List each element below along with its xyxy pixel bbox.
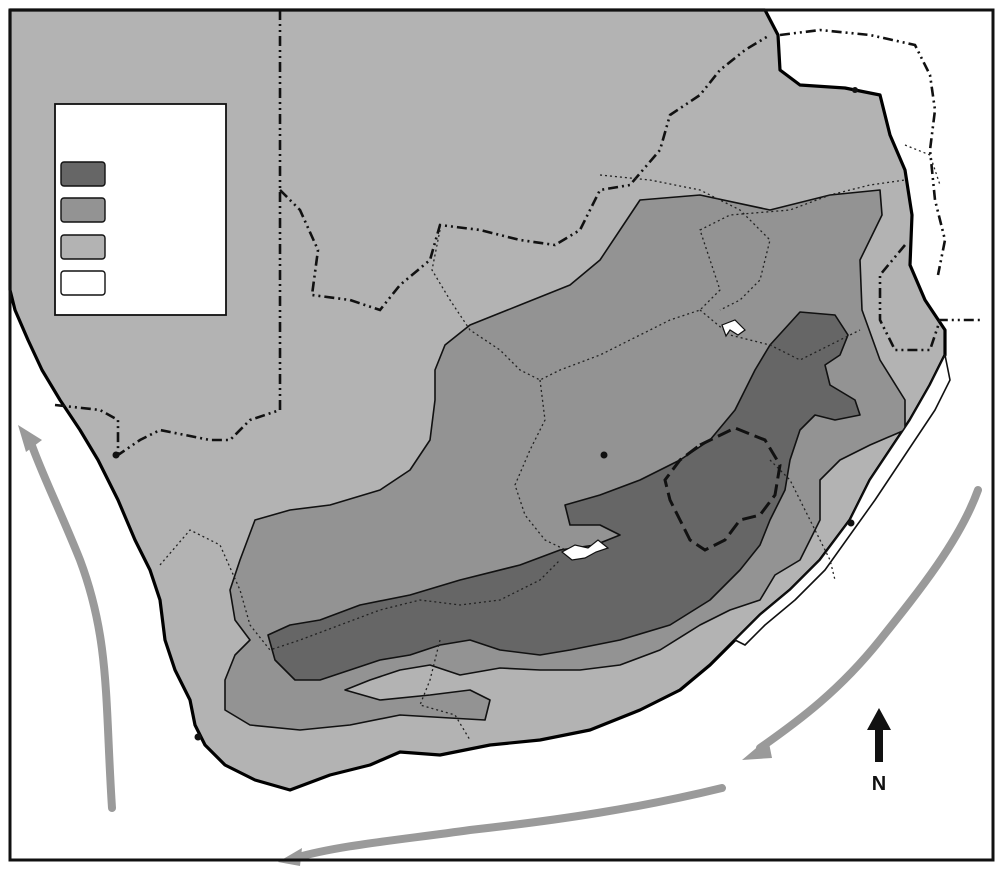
provincial-border (904, 144, 941, 186)
lesotho-border (663, 426, 782, 552)
legend-swatch-high (60, 161, 106, 187)
north-label: N (872, 773, 886, 795)
arrowhead-icon (742, 738, 772, 760)
vaal-dam (721, 319, 746, 338)
gariep-dam (560, 539, 610, 561)
city-marker (194, 733, 202, 741)
agulhas-current-arrow (756, 486, 982, 752)
arrowhead-icon (18, 425, 42, 452)
international-border (878, 244, 980, 352)
legend-swatch-low (60, 234, 106, 260)
legend-swatch-mid (60, 197, 106, 223)
north-arrow-icon (867, 708, 891, 762)
city-marker (112, 451, 120, 459)
city-marker (852, 87, 858, 93)
provincial-border (514, 379, 571, 553)
agulhas-return-current-arrow (291, 784, 726, 862)
map-frame (8, 8, 995, 862)
provincial-border (159, 529, 561, 651)
international-border (54, 403, 120, 455)
legend (54, 103, 227, 316)
legend-swatch-none (60, 270, 106, 296)
international-border (117, 10, 282, 457)
city-marker (847, 519, 855, 527)
benguela-current-arrow (26, 436, 116, 812)
international-border (279, 33, 771, 312)
city-marker (600, 451, 608, 459)
zone-high-region (267, 311, 861, 681)
zone-none-region (734, 354, 951, 646)
international-border (779, 28, 947, 276)
